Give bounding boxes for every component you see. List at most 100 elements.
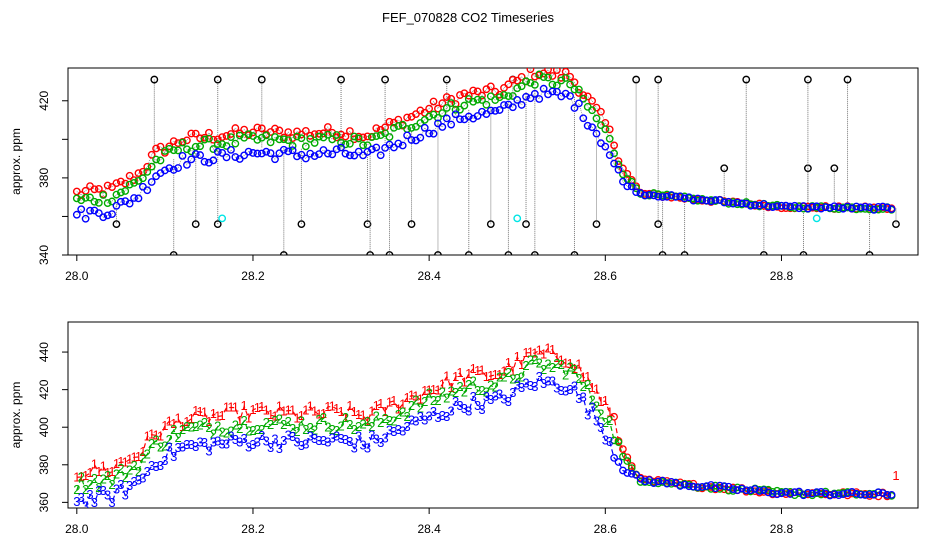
series-3-label: 3 — [558, 383, 565, 398]
series-2-label: 2 — [390, 413, 397, 428]
series-3-label: 3 — [421, 413, 428, 428]
series-3-point — [310, 152, 319, 161]
series-3-point — [284, 147, 293, 156]
series-2-label: 2 — [73, 482, 80, 497]
series-3-point — [887, 490, 896, 499]
series-3-label: 3 — [505, 394, 512, 409]
spike-point — [803, 75, 812, 84]
series-1-label: 1 — [448, 380, 455, 395]
series-3-point — [729, 485, 737, 493]
series-3-point — [381, 143, 389, 152]
series-1-label: 1 — [430, 382, 437, 397]
series-1-label: 1 — [100, 458, 107, 473]
series-2-label: 2 — [311, 422, 318, 437]
series-1-point — [306, 131, 315, 140]
series-1-label: 1 — [324, 399, 331, 414]
series-2-point — [394, 122, 403, 130]
series-2-point — [165, 144, 174, 153]
series-2-point — [72, 194, 81, 203]
series-3-point — [407, 136, 416, 144]
series-1-point — [90, 185, 99, 194]
series-2-label: 2 — [245, 423, 252, 438]
series-3-point — [491, 106, 500, 115]
series-2-point — [235, 131, 244, 140]
series-2-point — [817, 202, 826, 211]
series-2-point — [412, 122, 420, 131]
x-tick-label: 28.0 — [65, 522, 89, 536]
series-3-point — [883, 203, 892, 212]
series-3-label: 3 — [536, 369, 543, 384]
series-2-point — [764, 485, 773, 494]
series-1-label: 1 — [531, 345, 538, 360]
series-3-point — [834, 203, 843, 212]
series-1-label: 1 — [584, 369, 591, 384]
series-2-label: 2 — [315, 412, 322, 427]
series-1-label: 1 — [544, 340, 551, 355]
series-1-point — [249, 128, 257, 137]
series-2-point — [279, 135, 288, 144]
series-3-label: 3 — [588, 400, 595, 415]
series-1-point — [275, 126, 284, 135]
series-1-point — [588, 96, 596, 105]
series-3-point — [530, 89, 539, 98]
series-3-point — [77, 205, 86, 214]
spike-point — [592, 220, 601, 229]
spike-point — [504, 251, 513, 255]
series-2-label: 2 — [430, 393, 437, 408]
series-2-point — [328, 135, 337, 144]
series-3-label: 3 — [571, 378, 578, 393]
series-3-point — [271, 155, 279, 164]
series-3-point — [773, 490, 781, 499]
series-1-label: 1 — [351, 404, 358, 419]
series-2-label: 2 — [320, 410, 327, 425]
series-1-point — [504, 80, 513, 89]
series-2-label: 2 — [553, 356, 560, 371]
series-3-label: 3 — [540, 376, 547, 391]
series-1-label: 1 — [434, 383, 441, 398]
series-3-label: 3 — [135, 472, 142, 487]
series-2-label: 2 — [289, 421, 296, 436]
series-3-point — [821, 489, 830, 498]
series-2-label: 2 — [368, 419, 375, 434]
series-3-label: 3 — [364, 440, 371, 455]
series-2-label: 2 — [95, 480, 102, 495]
series-2-label: 2 — [456, 379, 463, 394]
series-2-point — [610, 149, 619, 158]
series-1-label: 1 — [223, 400, 230, 415]
series-3-point — [508, 103, 517, 112]
series-1-point — [372, 124, 381, 133]
series-3-point — [852, 489, 861, 498]
series-3-point — [808, 202, 817, 211]
spike-point — [830, 164, 839, 173]
series-2-point — [350, 132, 359, 141]
series-2-point — [116, 188, 125, 197]
spike-point — [720, 164, 729, 173]
series-3-point — [583, 121, 592, 130]
series-1-point — [425, 104, 434, 113]
series-2-point — [447, 99, 456, 107]
series-3-point — [548, 87, 557, 96]
spike-point — [522, 220, 530, 229]
series-1-label: 1 — [117, 454, 124, 469]
series-2-label: 2 — [139, 450, 146, 465]
series-3-label: 3 — [496, 387, 503, 402]
spike-point — [381, 75, 389, 84]
series-2-point — [473, 95, 482, 104]
series-3-label: 3 — [139, 470, 146, 485]
series-3-point — [627, 182, 636, 191]
series-3-point — [764, 488, 773, 497]
series-2-point — [733, 483, 742, 492]
series-1-label: 1 — [439, 376, 446, 391]
series-2-point — [623, 457, 632, 465]
x-tick-label: 28.4 — [417, 269, 441, 283]
series-3-point — [81, 214, 90, 223]
series-2-point — [191, 142, 200, 151]
series-1-label: 1 — [487, 368, 494, 383]
series-1-point — [143, 162, 152, 171]
series-2-label: 2 — [487, 378, 494, 393]
series-2-point — [601, 125, 610, 134]
series-3-point — [345, 151, 354, 160]
series-3-point — [213, 147, 222, 156]
series-2-point — [125, 180, 134, 189]
series-3-label: 3 — [531, 379, 538, 394]
